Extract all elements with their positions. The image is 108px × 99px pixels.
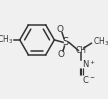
Text: CH$_3$: CH$_3$ — [93, 36, 108, 48]
Text: N$^+$: N$^+$ — [82, 58, 96, 70]
Text: CH: CH — [76, 46, 87, 55]
Text: S: S — [63, 37, 69, 47]
Text: C$^-$: C$^-$ — [82, 74, 96, 85]
Text: CH$_3$: CH$_3$ — [0, 34, 14, 46]
Text: O: O — [58, 50, 65, 59]
Text: O: O — [57, 25, 64, 34]
